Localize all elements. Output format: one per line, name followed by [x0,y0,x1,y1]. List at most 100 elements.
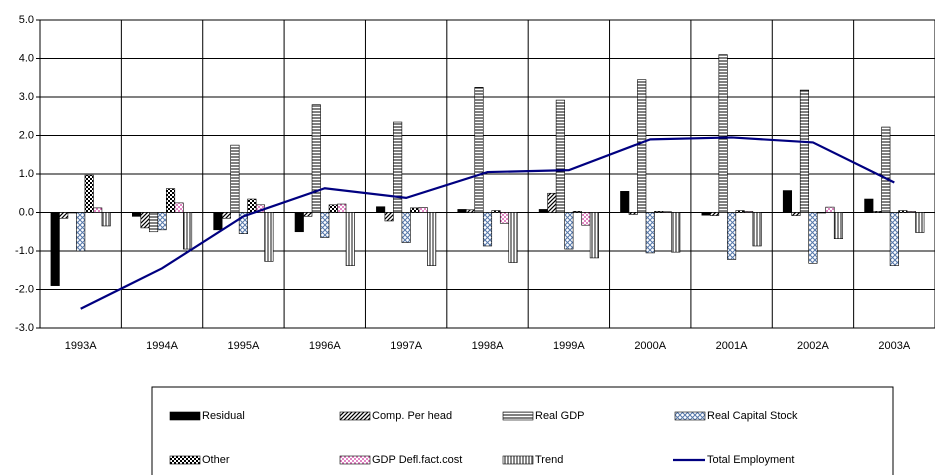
bar [303,212,313,217]
bar [898,210,908,213]
line [80,136,895,310]
legend-swatch [502,411,534,421]
bar [645,212,655,254]
x-tick-label: 1998A [472,340,504,352]
legend-label: Trend [535,454,563,466]
x-tick-label: 1994A [146,340,178,352]
legend-swatch [169,455,201,465]
bar [881,126,891,213]
x-tick-label: 1997A [390,340,422,352]
bar [93,207,103,213]
bar [320,212,330,238]
y-tick-label: 0.0 [19,206,34,218]
legend-swatch [502,455,534,465]
y-tick-label: 2.0 [19,129,34,141]
legend-swatch [674,411,706,421]
bar [662,211,672,213]
bar [791,212,801,216]
bar [654,211,664,213]
legend-swatch [339,455,371,465]
legend-swatch [339,411,371,421]
y-tick-label: -1.0 [15,245,34,257]
bar [864,198,874,213]
bar [906,211,916,213]
bar [816,212,827,214]
bar [264,212,274,262]
y-tick-label: 5.0 [19,14,34,26]
bar [230,144,240,213]
bar [131,212,142,217]
bar [294,212,304,233]
bar [345,212,355,266]
bar [50,212,60,286]
bar [508,212,518,263]
bar [101,212,111,227]
bar [547,192,557,213]
bar [889,212,899,266]
bar [221,212,231,219]
bar [410,207,420,213]
y-tick-label: 3.0 [19,91,34,103]
x-tick-label: 1993A [65,340,97,352]
bar [474,87,484,213]
bar [491,210,501,213]
legend-label: Total Employment [707,454,794,466]
x-tick-label: 1999A [553,340,585,352]
bar [833,212,844,239]
y-tick-label: -2.0 [15,283,34,295]
legend-label: Other [202,454,230,466]
bar [744,211,754,213]
bar [182,212,193,250]
legend-label: GDP Defl.fact.cost [372,454,462,466]
bar [213,212,223,231]
x-tick-label: 2001A [716,340,748,352]
bar [538,209,548,213]
bar [418,207,428,213]
bar [872,211,882,213]
y-tick-label: -3.0 [15,322,34,334]
legend-label: Real GDP [535,410,585,422]
bar [637,79,647,213]
bar [701,212,711,216]
bar [482,212,493,247]
bar [457,209,467,213]
legend-swatch [169,411,201,421]
bar [67,212,77,214]
bar [782,190,793,213]
bar [84,174,94,213]
bar [247,198,257,213]
bar [825,206,835,213]
x-tick-label: 2000A [634,340,666,352]
bar [628,212,638,215]
bar [752,212,762,247]
bar [718,54,728,213]
legend-label: Comp. Per head [372,410,452,422]
bar [165,188,176,213]
bar [589,212,599,259]
bar [376,206,386,213]
bar [148,212,159,233]
bar [384,212,394,222]
bar [808,212,818,264]
bar [710,212,720,216]
y-tick-label: 4.0 [19,52,34,64]
x-tick-label: 1996A [309,340,341,352]
x-tick-label: 2002A [797,340,829,352]
bar [581,212,591,226]
y-tick-label: 1.0 [19,168,34,180]
bar [427,212,437,266]
legend-label: Real Capital Stock [707,410,798,422]
bar [337,203,347,213]
bar [915,212,925,233]
bar [311,104,321,213]
x-tick-label: 2003A [878,340,910,352]
bar [59,212,69,219]
bar [174,202,184,213]
bar [564,212,574,250]
bar [140,212,150,229]
bar [555,99,565,213]
bar [727,212,737,260]
bar [238,212,248,234]
bar [499,212,510,224]
